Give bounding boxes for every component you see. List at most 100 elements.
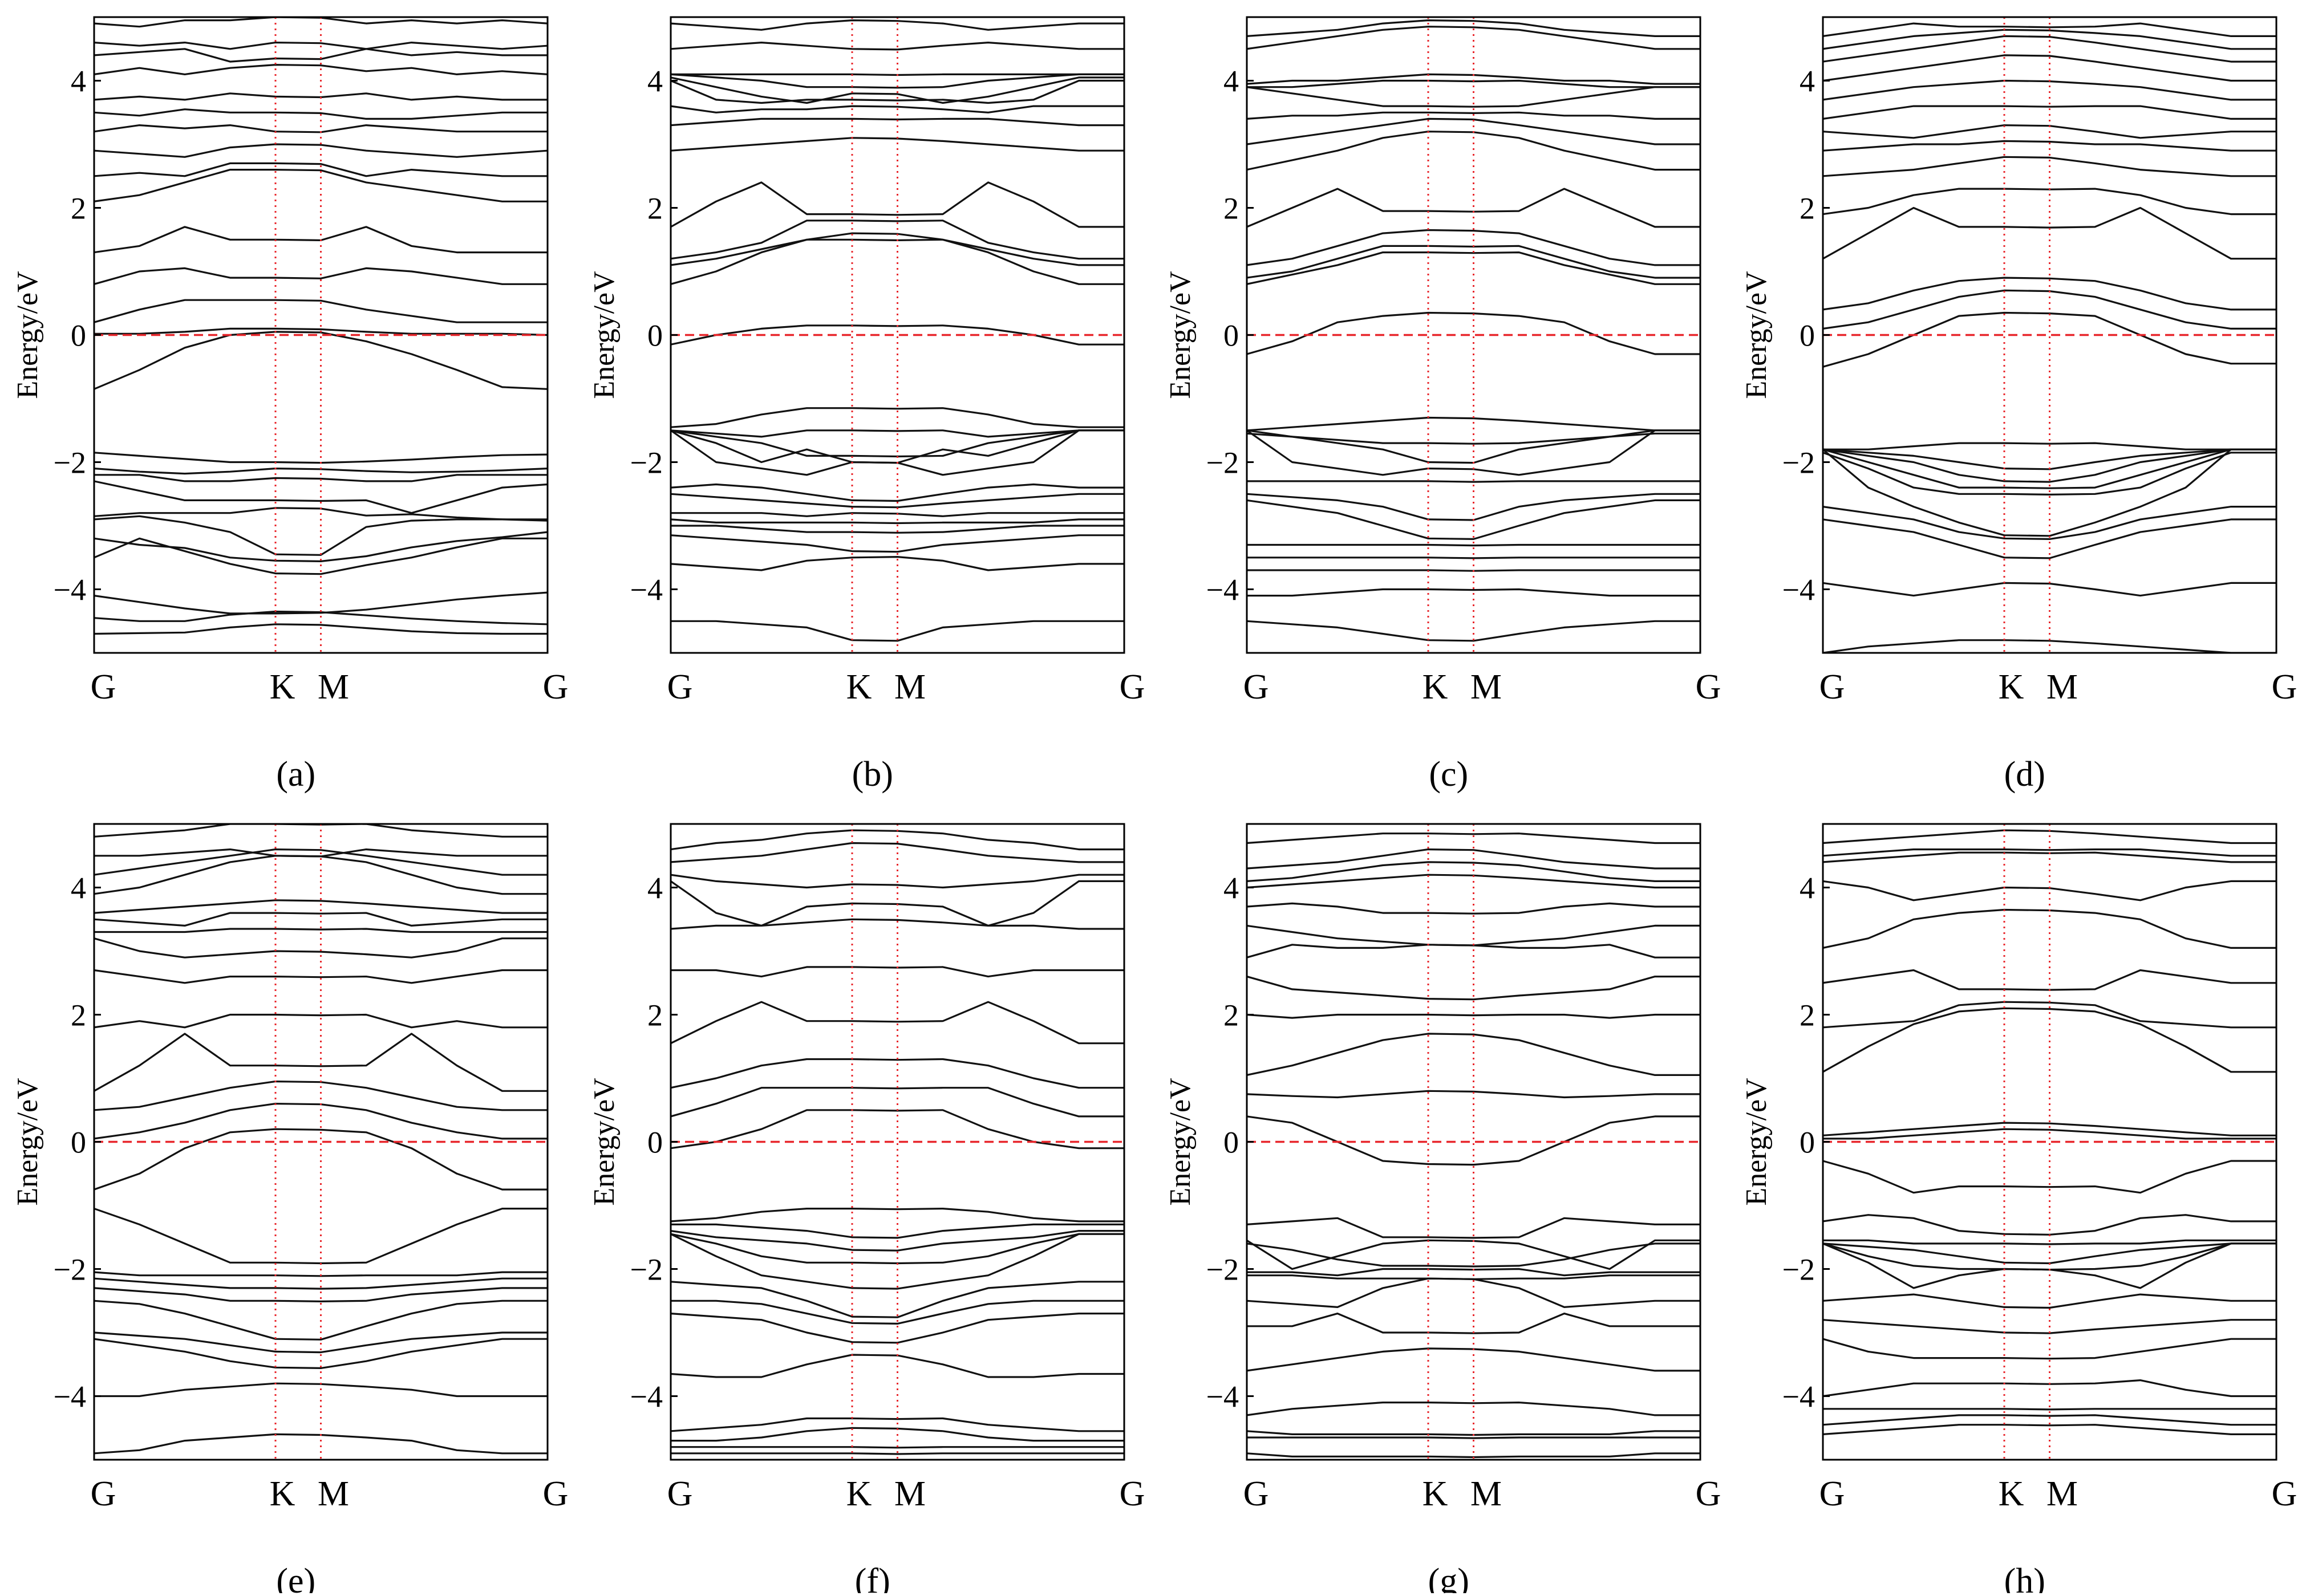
band-15-line (94, 969, 548, 984)
x-tick-label-G: G (91, 668, 116, 706)
y-tick-label: 4 (1223, 64, 1239, 99)
y-axis-title: Energy/eV (11, 271, 44, 399)
band-8-line (671, 1281, 1124, 1318)
band-17-line (671, 220, 1124, 260)
band-1-line (671, 1452, 1124, 1455)
band-1-line (671, 620, 1124, 642)
band-6-line (94, 1287, 548, 1302)
band-1-line (94, 623, 548, 635)
band-20-line (1247, 111, 1700, 120)
panel-label: (b) (852, 755, 893, 794)
x-tick-label-G: G (1120, 1475, 1145, 1513)
x-tick-label-G: G (91, 1475, 116, 1513)
panel-b: −4 −2 0 2 4 Energy/eV G K M G (b) (588, 16, 1145, 794)
y-axis-title: Energy/eV (1740, 1078, 1773, 1205)
panel-f: −4 −2 0 2 4 Energy/eV G K M G (f) (588, 823, 1145, 1596)
band-7-line (1823, 1293, 2276, 1309)
band-16-line (1823, 156, 2276, 177)
band-16-line (1247, 229, 1700, 266)
x-tick-label-G: G (667, 668, 693, 706)
band-8-line (671, 483, 1124, 502)
band-15-line (671, 1087, 1124, 1118)
band-24-line (94, 48, 548, 63)
panel-a: −4 −2 0 2 4 Energy/eV G K M G (a) (11, 16, 568, 794)
x-tick-label-M: M (2046, 1475, 2078, 1513)
band-9-line (94, 474, 548, 482)
panel-h: −4 −2 0 2 4 Energy/eV G K M G (h) (1740, 823, 2297, 1596)
plot-area (1823, 17, 2276, 653)
band-13-line (94, 327, 548, 336)
x-tick-label-K: K (270, 668, 295, 706)
panel-label: (a) (276, 755, 315, 794)
panel-e: −4 −2 0 2 4 Energy/eV G K M G (e) (11, 823, 569, 1596)
y-tick-label: −2 (1782, 446, 1815, 480)
band-24-line (671, 73, 1124, 89)
y-tick-label: 4 (71, 64, 86, 99)
band-3-line (671, 534, 1124, 553)
y-tick-label: −2 (1782, 1253, 1815, 1287)
band-10-line (1823, 442, 2276, 450)
band-6-line (1823, 452, 2276, 496)
panel-label: (c) (1429, 755, 1468, 794)
y-tick-label: 0 (71, 1126, 86, 1160)
band-12-line (1247, 1217, 1700, 1239)
plot-area (1247, 17, 1700, 653)
x-tick-label-G: G (1819, 668, 1845, 706)
x-tick-label-M: M (894, 1475, 926, 1513)
plot-area (671, 17, 1124, 653)
band-23-line (1823, 29, 2276, 50)
band-21-line (94, 108, 548, 120)
y-tick-label: 2 (71, 998, 86, 1033)
y-tick-label: −2 (630, 1253, 663, 1287)
x-tick-label-K: K (1423, 1475, 1448, 1513)
band-13-line (1247, 1115, 1700, 1166)
band-14-line (1247, 1090, 1700, 1099)
band-22-line (94, 848, 548, 858)
y-tick-label: 4 (647, 871, 663, 905)
band-1-line (1823, 639, 2276, 653)
y-tick-label: −4 (1782, 573, 1815, 607)
x-tick-label-G: G (2272, 668, 2297, 706)
band-10-line (1247, 1242, 1700, 1268)
band-5-line (94, 531, 548, 563)
band-13-line (1823, 1160, 2276, 1194)
x-tick-label-G: G (667, 1475, 693, 1513)
band-13-line (1247, 311, 1700, 355)
x-tick-label-G: G (543, 1475, 569, 1513)
y-tick-label: 0 (647, 319, 663, 353)
band-20-line (1247, 902, 1700, 915)
panel-g: −4 −2 0 2 4 Energy/eV G K M G (g) (1164, 823, 1721, 1596)
band-15-line (1823, 1122, 2276, 1136)
x-tick-label-G: G (1819, 1475, 1845, 1513)
band-19-line (1823, 105, 2276, 120)
plot-area (94, 824, 548, 1460)
band-6-line (671, 1313, 1124, 1344)
band-8-line (1247, 1274, 1700, 1280)
band-16-line (671, 1058, 1124, 1089)
y-tick-label: −4 (630, 573, 663, 607)
x-tick-label-M: M (894, 668, 926, 706)
x-tick-label-K: K (1423, 668, 1448, 706)
band-17-line (1823, 140, 2276, 152)
band-14-line (1823, 1128, 2276, 1140)
y-axis-title: Energy/eV (11, 1078, 44, 1205)
panel-label: (f) (855, 1562, 890, 1593)
y-tick-label: 2 (647, 998, 663, 1033)
band-8-line (1247, 480, 1700, 483)
band-19-line (1247, 117, 1700, 145)
band-3-line (1823, 1408, 2276, 1411)
y-tick-label: −4 (1206, 573, 1239, 607)
band-5-line (1823, 448, 2276, 537)
y-tick-label: −2 (54, 1253, 86, 1287)
x-tick-label-M: M (2046, 668, 2078, 706)
x-tick-label-G: G (1120, 668, 1145, 706)
y-axis-title: Energy/eV (1740, 271, 1773, 399)
band-22-line (1823, 848, 2276, 857)
x-tick-label-M: M (1470, 1475, 1502, 1513)
band-7-line (94, 1277, 548, 1290)
y-tick-label: −4 (1782, 1380, 1815, 1414)
band-17-line (1823, 1001, 2276, 1029)
band-17-line (671, 1001, 1124, 1045)
band-23-line (94, 63, 548, 75)
